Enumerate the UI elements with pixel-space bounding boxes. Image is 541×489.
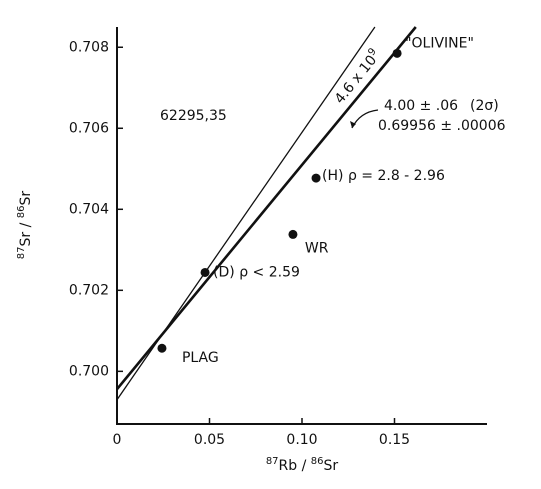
fit-label: 0.69956 ± .00006 <box>378 118 506 134</box>
y-axis-label-part: 86 <box>16 205 27 218</box>
point-label: "OLIVINE" <box>405 35 474 51</box>
x-tick-label: 0.15 <box>379 432 410 448</box>
y-tick-label: 0.704 <box>69 201 109 217</box>
x-axis-label-part: 87 <box>266 456 279 467</box>
y-axis-label-part: Sr <box>18 191 34 206</box>
point-label: (D) ρ < 2.59 <box>213 264 300 280</box>
point <box>311 173 321 183</box>
arrow-head <box>350 121 356 128</box>
x-axis-label-part: Sr <box>324 458 339 474</box>
point <box>392 48 402 58</box>
isochron-line <box>115 26 417 390</box>
y-tick-label: 0.706 <box>69 120 109 136</box>
axes <box>116 27 487 425</box>
x-tick-label: 0.10 <box>286 432 317 448</box>
x-axis-label-part: 86 <box>311 456 324 467</box>
y-tick-label: 0.700 <box>69 363 109 379</box>
sample-id: 62295,35 <box>160 108 227 124</box>
point <box>200 267 210 277</box>
point <box>157 343 167 353</box>
line-label-part: 9 <box>366 46 379 58</box>
fit-label: 4.00 ± .06 <box>384 98 458 114</box>
y-tick-label: 0.708 <box>69 39 109 55</box>
point <box>288 229 298 239</box>
fit-label: (2σ) <box>470 98 499 114</box>
x-axis-label: 87Rb / 86Sr <box>266 456 339 475</box>
y-axis-label-part: 87 <box>16 246 27 259</box>
y-axis-label-part: Sr / <box>18 218 34 246</box>
y-tick-label: 0.702 <box>69 282 109 298</box>
point-label: PLAG <box>182 350 219 366</box>
annotation-arrow <box>351 109 379 129</box>
x-axis-label-part: Rb / <box>279 458 311 474</box>
x-tick-label: 0 <box>113 432 122 448</box>
y-axis-label: 87Sr / 86Sr <box>16 191 35 260</box>
point-label: WR <box>305 240 329 256</box>
x-tick-label: 0.05 <box>194 432 225 448</box>
point-label: (H) ρ = 2.8 - 2.96 <box>322 168 445 184</box>
